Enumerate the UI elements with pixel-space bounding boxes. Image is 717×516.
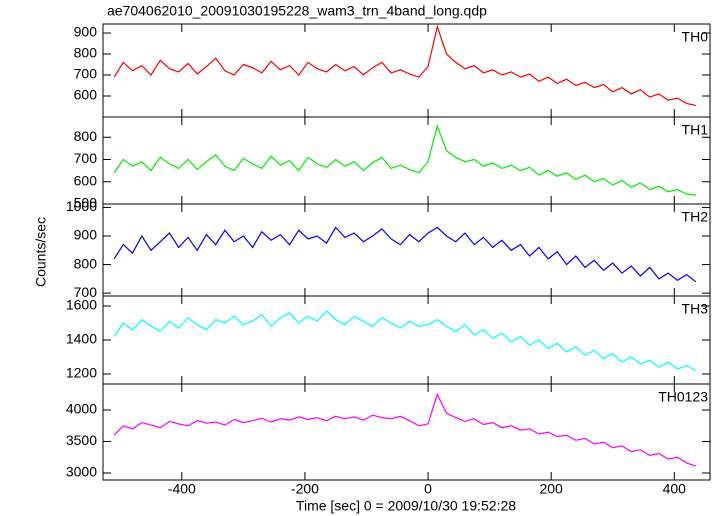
y-tick-label: 800 <box>74 255 98 271</box>
panel-frame <box>102 116 711 205</box>
y-tick-label: 600 <box>74 87 98 103</box>
light-curve <box>113 392 696 467</box>
y-tick-label: 600 <box>74 172 98 188</box>
x-tick-label: 0 <box>424 481 432 497</box>
panel-label: TH2 <box>682 209 709 225</box>
light-curve <box>113 310 697 372</box>
panel-label: TH3 <box>682 301 709 317</box>
y-tick-label: 900 <box>74 24 98 40</box>
y-axis-label: Counts/sec <box>33 217 49 287</box>
panel-frame <box>102 203 711 297</box>
panel-label: TH0 <box>682 29 709 45</box>
panel-label: TH0123 <box>658 389 708 405</box>
x-tick-label: -400 <box>168 481 196 497</box>
y-tick-label: 3000 <box>66 464 97 480</box>
y-tick-label: 1600 <box>66 297 97 313</box>
y-tick-label: 1400 <box>66 331 97 347</box>
y-tick-label: 800 <box>74 128 98 144</box>
light-curve <box>113 124 696 196</box>
x-tick-label: 400 <box>663 481 687 497</box>
y-tick-label: 1200 <box>66 365 97 381</box>
panel-label: TH1 <box>682 122 709 138</box>
y-tick-label: 700 <box>74 284 98 300</box>
panel-frame <box>102 295 711 385</box>
chart-title: ae704062010_20091030195228_wam3_trn_4ban… <box>107 3 487 19</box>
y-tick-label: 900 <box>74 227 98 243</box>
y-tick-label: 1000 <box>66 198 97 214</box>
light-curve <box>113 24 696 107</box>
y-tick-label: 500 <box>74 195 98 211</box>
x-tick-label: -200 <box>291 481 319 497</box>
x-tick-label: 200 <box>539 481 563 497</box>
panel-frame <box>102 383 711 481</box>
y-tick-label: 700 <box>74 150 98 166</box>
x-axis-label: Time [sec] 0 = 2009/10/30 19:52:28 <box>296 498 516 514</box>
y-tick-label: 4000 <box>66 401 97 417</box>
y-tick-label: 800 <box>74 45 98 61</box>
light-curve <box>113 226 697 283</box>
y-tick-label: 3500 <box>66 432 97 448</box>
y-tick-label: 700 <box>74 66 98 82</box>
